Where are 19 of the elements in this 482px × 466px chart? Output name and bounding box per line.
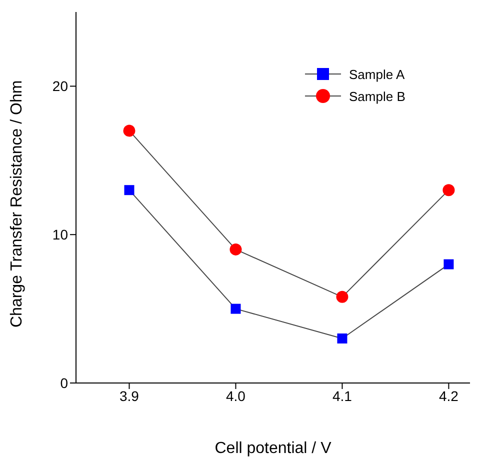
point [337,333,348,344]
x-tick-label: 3.9 [120,388,140,404]
legend-label: Sample B [349,89,406,104]
y-tick-label: 0 [60,374,68,391]
x-tick-label: 4.2 [438,388,459,404]
y-tick-label: 20 [52,78,68,94]
point [124,185,134,196]
x-axis-title: Cell potential / V [214,440,332,457]
legend-label: Sample A [349,67,405,82]
point [444,259,454,270]
x-tick-label: 4.1 [332,388,352,404]
y-axis-title: Charge Transfer Resistance / Ohm [8,80,26,328]
y-tick-label: 10 [52,226,68,243]
point [123,124,136,137]
point [230,243,242,256]
x-tick-label: 4.0 [226,388,246,404]
point [442,184,455,196]
point [336,290,348,303]
point [230,304,241,314]
